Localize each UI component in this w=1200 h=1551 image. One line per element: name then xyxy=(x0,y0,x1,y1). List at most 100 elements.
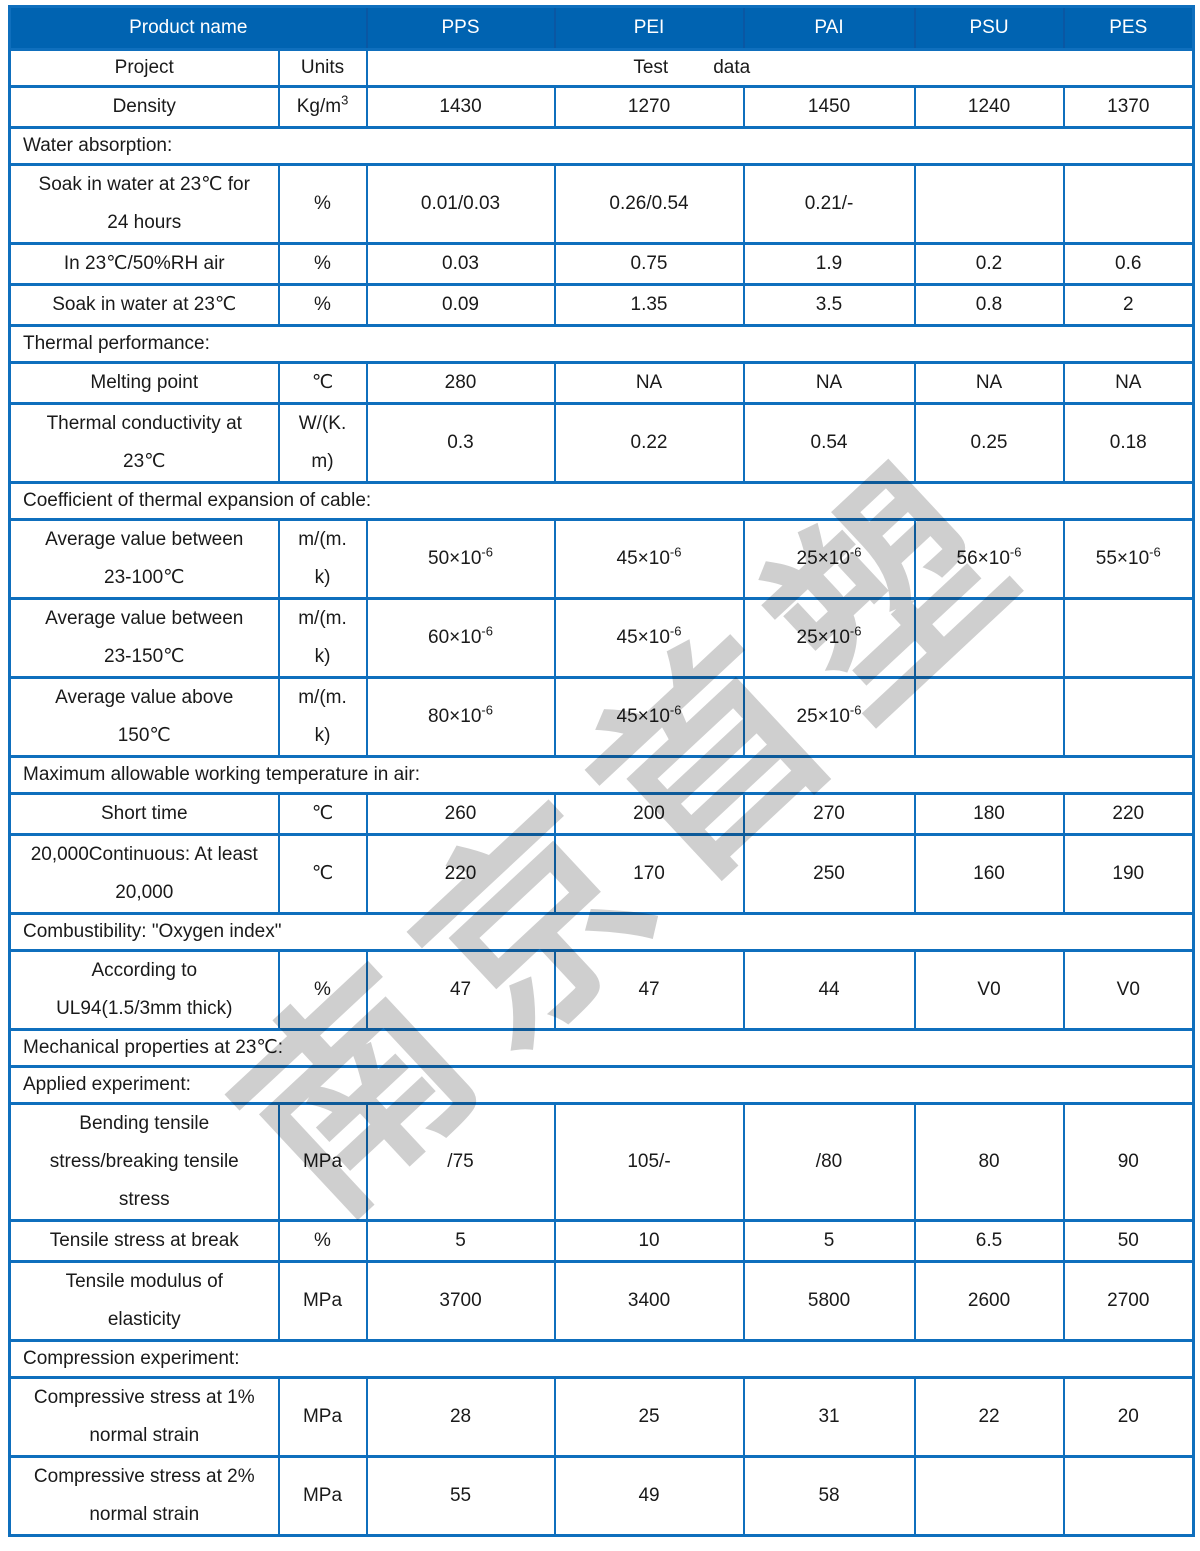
row-label-cell: Thermal conductivity at 23℃ xyxy=(8,402,280,484)
section-label: Applied experiment: xyxy=(8,1065,1195,1105)
table-row: In 23℃/50%RH air% 0.03 0.75 1.9 0.2 0.6 xyxy=(8,242,1195,286)
value-cell-pai: 44 xyxy=(742,949,916,1031)
units-header-cell: Units xyxy=(277,48,368,88)
value-cell-psu: 1240 xyxy=(913,85,1065,129)
value-cell-pai: 0.21/- xyxy=(742,163,916,245)
row-label-cell: Short time xyxy=(8,792,280,836)
value-cell-pai: 31 xyxy=(742,1376,916,1458)
section-label: Maximum allowable working temperature in… xyxy=(8,755,1195,795)
section-label: Thermal performance: xyxy=(8,324,1195,364)
row-label-cell: Average value between 23-100℃ xyxy=(8,518,280,600)
value-cell-pei: 1270 xyxy=(553,85,745,129)
value-cell-pes: 50 xyxy=(1062,1219,1195,1263)
section-row: Thermal performance: xyxy=(8,324,1195,364)
value-cell-pps: 80×10-6 xyxy=(365,676,556,758)
row-label-cell: Density xyxy=(8,85,280,129)
unit-cell: MPa xyxy=(277,1376,368,1458)
value-cell-pps: 60×10-6 xyxy=(365,597,556,679)
value-cell-psu: 56×10-6 xyxy=(913,518,1065,600)
value-cell-pes: 1370 xyxy=(1062,85,1195,129)
value-cell-pai: 270 xyxy=(742,792,916,836)
value-cell-pei: 25 xyxy=(553,1376,745,1458)
subheader-row: Project Units Test data xyxy=(8,48,1195,88)
table-row: Compressive stress at 2% normal strain MP… xyxy=(8,1455,1195,1537)
unit-cell: m/(m. k) xyxy=(277,597,368,679)
section-row: Water absorption: xyxy=(8,126,1195,166)
column-header-pps: PPS xyxy=(365,5,556,51)
row-label-cell: Average value between 23-150℃ xyxy=(8,597,280,679)
material-properties-table: Product name PPS PEI PAI PSU PES Project… xyxy=(8,5,1196,1537)
section-label: Coefficient of thermal expansion of cabl… xyxy=(8,481,1195,521)
value-cell-pps: 47 xyxy=(365,949,556,1031)
unit-cell: % xyxy=(277,163,368,245)
unit-cell: W/(K. m) xyxy=(277,402,368,484)
value-cell-psu: 2600 xyxy=(913,1260,1065,1342)
table-row: Melting point ℃ 280 NA NA NA NA xyxy=(8,361,1195,405)
value-cell-pps: 5 xyxy=(365,1219,556,1263)
table-row: Average value between 23-150℃ m/(m. k) 60×… xyxy=(8,597,1195,679)
value-cell-pei: 45×10-6 xyxy=(553,597,745,679)
value-cell-pes: NA xyxy=(1062,361,1195,405)
value-cell-pai: 58 xyxy=(742,1455,916,1537)
row-label-cell: Soak in water at 23℃ for 24 hours xyxy=(8,163,280,245)
value-cell-pei: 45×10-6 xyxy=(553,518,745,600)
value-cell-pps: 50×10-6 xyxy=(365,518,556,600)
row-label-cell: Compressive stress at 2% normal strain xyxy=(8,1455,280,1537)
value-cell-pps: 280 xyxy=(365,361,556,405)
unit-cell: % xyxy=(277,1219,368,1263)
value-cell-psu: 80 xyxy=(913,1102,1065,1222)
table-row: Soak in water at 23℃ for 24 hours% 0.01/0… xyxy=(8,163,1195,245)
row-label-cell: Melting point xyxy=(8,361,280,405)
unit-cell: m/(m. k) xyxy=(277,676,368,758)
section-row: Coefficient of thermal expansion of cabl… xyxy=(8,481,1195,521)
value-cell-pes xyxy=(1062,163,1195,245)
column-header-pei: PEI xyxy=(553,5,745,51)
value-cell-pei: 105/- xyxy=(553,1102,745,1222)
table-row: Bending tensile stress/breaking tensile … xyxy=(8,1102,1195,1222)
unit-cell: ℃ xyxy=(277,361,368,405)
value-cell-pei: 0.26/0.54 xyxy=(553,163,745,245)
row-label-cell: Tensile stress at break xyxy=(8,1219,280,1263)
section-row: Mechanical properties at 23℃: xyxy=(8,1028,1195,1068)
value-cell-psu xyxy=(913,597,1065,679)
row-label-cell: According to UL94(1.5/3mm thick) xyxy=(8,949,280,1031)
value-cell-pes xyxy=(1062,1455,1195,1537)
table-row: 20,000Continuous: At least 20,000 ℃ 220 170… xyxy=(8,833,1195,915)
value-cell-pai: 0.54 xyxy=(742,402,916,484)
unit-cell: ℃ xyxy=(277,833,368,915)
value-cell-pei: 0.22 xyxy=(553,402,745,484)
value-cell-pes xyxy=(1062,597,1195,679)
value-cell-psu: NA xyxy=(913,361,1065,405)
value-cell-pes: 20 xyxy=(1062,1376,1195,1458)
value-cell-pei: 170 xyxy=(553,833,745,915)
unit-cell: % xyxy=(277,949,368,1031)
table-row: Tensile modulus of elasticity MPa 3700 3400… xyxy=(8,1260,1195,1342)
value-cell-pes: 0.18 xyxy=(1062,402,1195,484)
unit-cell: MPa xyxy=(277,1455,368,1537)
data-label: data xyxy=(713,57,751,78)
test-label: Test xyxy=(633,57,669,78)
test-data-cell: Test data xyxy=(365,48,1195,88)
value-cell-pai: 25×10-6 xyxy=(742,518,916,600)
value-cell-pai: 25×10-6 xyxy=(742,597,916,679)
table-row: Compressive stress at 1% normal strain MP… xyxy=(8,1376,1195,1458)
value-cell-pps: 0.01/0.03 xyxy=(365,163,556,245)
section-row: Compression experiment: xyxy=(8,1339,1195,1379)
table-row: According to UL94(1.5/3mm thick)% 47 47 44 V… xyxy=(8,949,1195,1031)
table-body: Project Units Test data Density Kg/m3 1430 1… xyxy=(8,48,1195,1537)
unit-cell: % xyxy=(277,283,368,327)
value-cell-pai: 5800 xyxy=(742,1260,916,1342)
value-cell-pps: 55 xyxy=(365,1455,556,1537)
row-label-cell: Tensile modulus of elasticity xyxy=(8,1260,280,1342)
table-row: Average value above 150℃ m/(m. k) 80×10-6 4… xyxy=(8,676,1195,758)
value-cell-pei: 3400 xyxy=(553,1260,745,1342)
row-label-cell: Compressive stress at 1% normal strain xyxy=(8,1376,280,1458)
section-label: Mechanical properties at 23℃: xyxy=(8,1028,1195,1068)
value-cell-pei: 200 xyxy=(553,792,745,836)
value-cell-pei: NA xyxy=(553,361,745,405)
row-label-cell: Soak in water at 23℃ xyxy=(8,283,280,327)
section-label: Water absorption: xyxy=(8,126,1195,166)
value-cell-psu: 0.25 xyxy=(913,402,1065,484)
value-cell-psu: V0 xyxy=(913,949,1065,1031)
row-label-cell: Average value above 150℃ xyxy=(8,676,280,758)
